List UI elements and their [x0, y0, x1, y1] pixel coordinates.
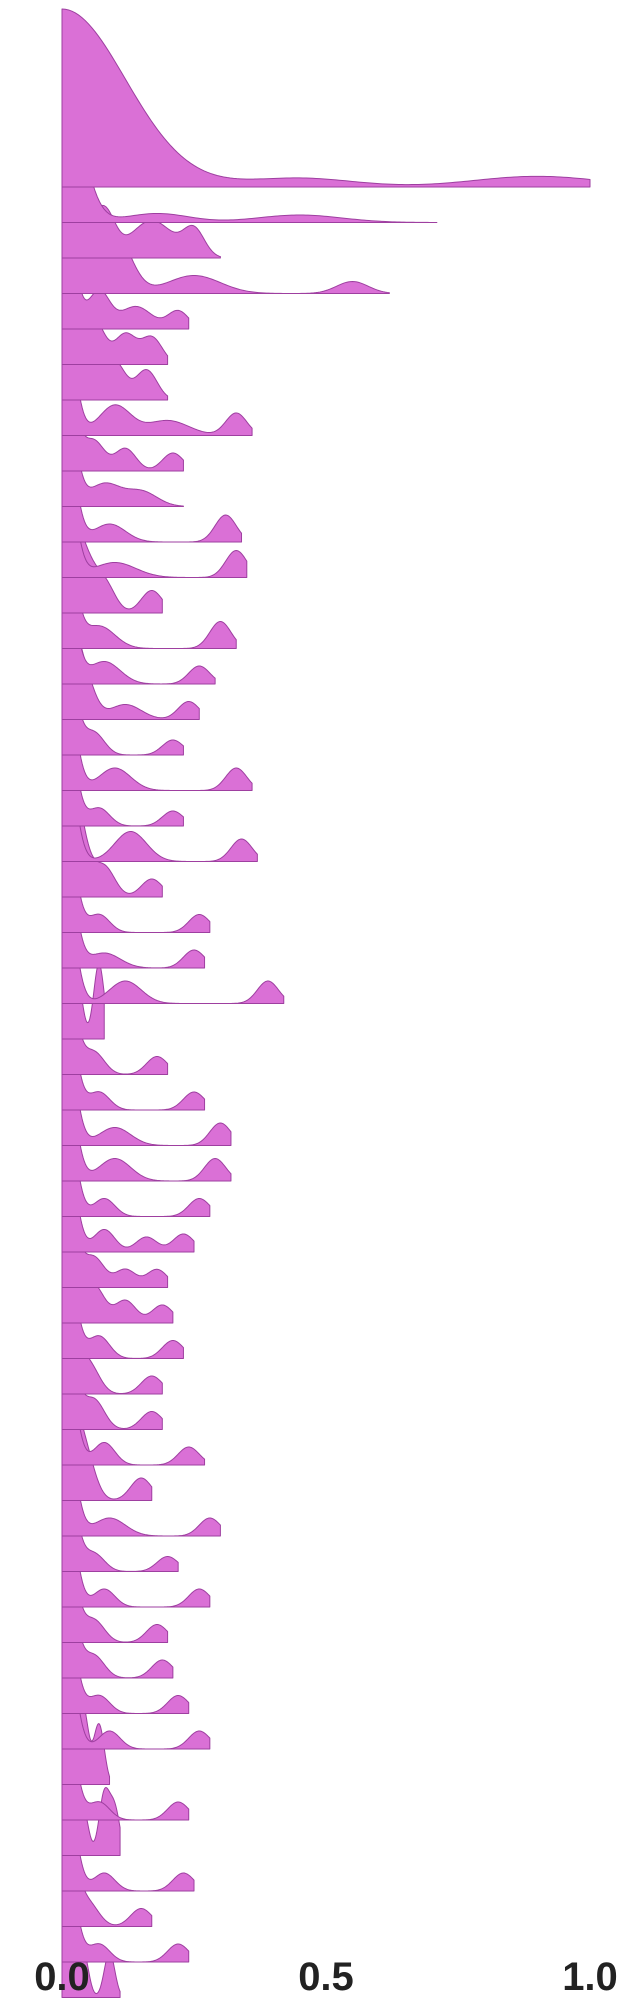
ridge-19 — [61, 675, 184, 827]
ridge-15 — [61, 533, 216, 685]
ridge-12 — [61, 427, 248, 578]
ridge-8 — [61, 285, 253, 436]
ridge-11 — [61, 391, 243, 543]
ridges-group — [61, 8, 591, 1998]
ridge-24 — [61, 853, 285, 1004]
ridge-34 — [61, 1208, 184, 1359]
ridge-37 — [61, 1314, 206, 1466]
ridge-47 — [61, 1669, 190, 1821]
ridge-10 — [61, 356, 184, 507]
ridge-2 — [61, 72, 438, 223]
x-tick-label-2: 1.0 — [562, 1955, 618, 1999]
ridge-44 — [61, 1563, 190, 1714]
ridge-49 — [61, 1740, 195, 1892]
ridge-27 — [61, 959, 206, 1111]
ridge-5 — [61, 178, 190, 330]
ridge-51 — [61, 1811, 190, 1963]
ridge-22 — [61, 782, 211, 933]
ridge-31 — [61, 1101, 195, 1253]
ridge-23 — [61, 817, 206, 969]
ridge-30 — [61, 1066, 211, 1217]
ridge-45 — [61, 1598, 211, 1750]
ridge-20 — [61, 711, 258, 862]
ridge-14 — [61, 498, 237, 649]
ridge-41 — [61, 1456, 211, 1608]
x-tick-label-0: 0.0 — [34, 1955, 90, 1999]
ridge-28 — [61, 995, 232, 1146]
ridge-18 — [61, 640, 253, 791]
x-tick-label-1: 0.5 — [298, 1955, 354, 1999]
ridge-1 — [61, 8, 591, 188]
x-axis: 0.0 0.5 1.0 — [34, 1955, 618, 1999]
ridge-29 — [61, 1030, 232, 1182]
ridge-39 — [61, 1385, 221, 1537]
